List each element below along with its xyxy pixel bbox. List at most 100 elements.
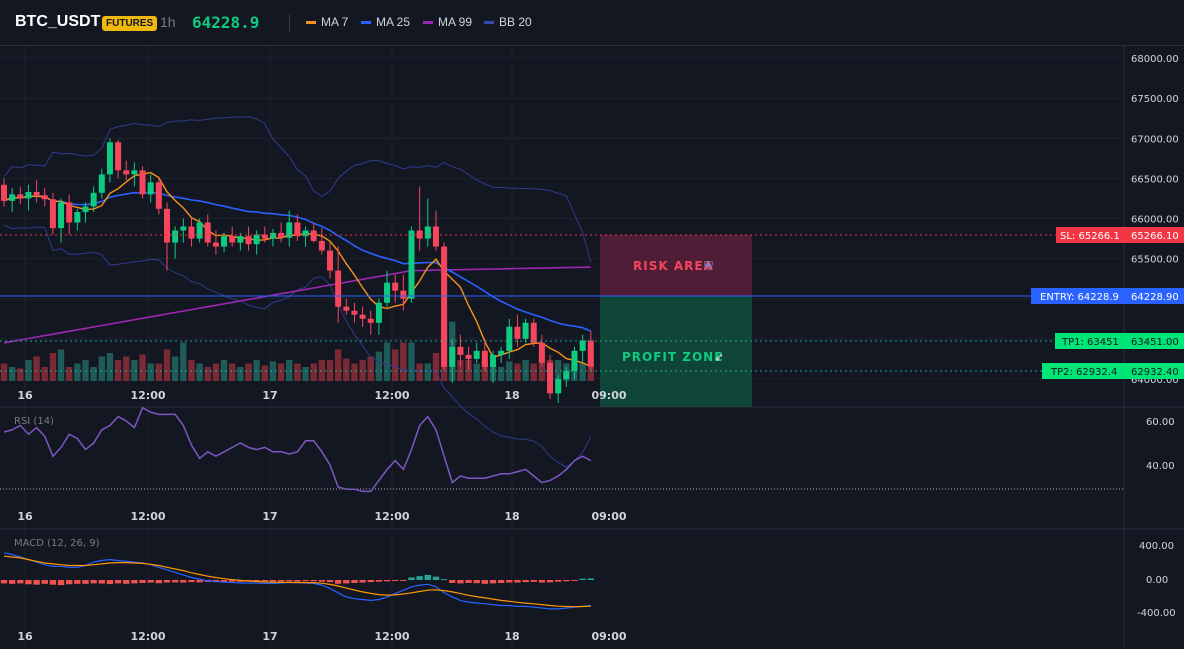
macd-hist-bar xyxy=(277,580,285,582)
ma99-swatch-icon xyxy=(423,21,433,25)
candle-body xyxy=(253,234,260,245)
candle-body xyxy=(302,230,309,237)
candle-body xyxy=(587,340,594,367)
volume-bar xyxy=(392,349,399,381)
time-axis-2-tick-0: 16 xyxy=(17,510,33,523)
macd-hist-bar xyxy=(8,580,16,584)
rsi-title[interactable]: RSI (14) xyxy=(14,416,54,427)
candle-body xyxy=(98,174,105,193)
legend-ma7[interactable]: MA 7 xyxy=(306,15,348,29)
candle xyxy=(17,187,24,205)
price-tick-3: 66500.00 xyxy=(1131,174,1179,185)
candle-body xyxy=(530,322,537,343)
macd-hist-bar xyxy=(131,580,138,584)
candle xyxy=(1,178,7,207)
grid-lines xyxy=(0,46,1124,649)
candle-body xyxy=(106,142,113,175)
candle-body xyxy=(351,310,358,315)
macd-hist-bar xyxy=(555,580,562,582)
candle xyxy=(457,334,464,367)
candle-body xyxy=(204,222,211,243)
macd-hist-bar xyxy=(155,580,163,584)
macd-hist-bar xyxy=(114,580,122,584)
macd-hist-bar xyxy=(497,580,505,583)
macd-hist-bar xyxy=(318,580,326,582)
candle-body xyxy=(571,350,578,371)
macd-hist-bar xyxy=(334,580,342,584)
macd-hist-bar xyxy=(74,580,81,584)
candle-body xyxy=(522,322,529,339)
rsi-axis-60: 60.00 xyxy=(1146,417,1175,428)
symbol-title[interactable]: BTC_USDT xyxy=(15,13,101,30)
candle xyxy=(286,210,293,247)
tp1-axis-text: 63451.00 xyxy=(1131,337,1179,348)
candle-body xyxy=(563,370,570,379)
candle-body xyxy=(58,202,65,229)
macd-hist-bar xyxy=(359,580,366,583)
candle-body xyxy=(327,250,333,271)
time-axis-3-tick-3: 12:00 xyxy=(374,630,409,643)
time-axis-1-tick-0: 16 xyxy=(17,389,33,402)
candle xyxy=(269,228,276,247)
candle xyxy=(139,166,146,199)
macd-hist-bar xyxy=(106,580,114,585)
candle xyxy=(563,366,570,387)
candle-body xyxy=(465,354,472,359)
candle xyxy=(587,330,594,371)
tp2-axis-label xyxy=(1124,363,1184,379)
candle xyxy=(571,346,578,379)
candle xyxy=(221,232,228,253)
candle-body xyxy=(286,222,293,238)
macd-hist-bar xyxy=(41,580,48,584)
macd-hist-bar xyxy=(33,580,40,585)
bb-upper-line xyxy=(3,116,592,263)
time-axis-2-tick-5: 09:00 xyxy=(591,510,626,523)
candle xyxy=(530,318,537,347)
macd-hist-bar xyxy=(180,580,187,583)
legend-bb20[interactable]: BB 20 xyxy=(484,15,532,29)
risk-area-label: RISK AREA xyxy=(633,259,714,273)
macd-hist-bar xyxy=(514,580,521,583)
candle xyxy=(115,139,122,179)
candle xyxy=(98,168,105,199)
candle-body xyxy=(123,170,130,175)
candle-body xyxy=(506,326,513,351)
tp1-axis-label xyxy=(1124,333,1184,349)
candle xyxy=(302,226,309,247)
candle xyxy=(82,202,89,223)
candle-body xyxy=(196,222,203,239)
candle-body xyxy=(17,194,24,199)
timeframe-selector[interactable]: 1h xyxy=(160,14,176,30)
volume-bar xyxy=(375,351,383,381)
candle xyxy=(506,318,513,359)
macd-hist-bar xyxy=(261,580,268,582)
futures-badge: FUTURES xyxy=(102,16,158,31)
macd-hist-bar xyxy=(579,578,586,580)
entry-tag-text: ENTRY: 64228.9 xyxy=(1040,292,1119,303)
shield-icon: ⛨ xyxy=(704,259,713,273)
volume-bar xyxy=(497,367,505,381)
macd-hist-bar xyxy=(123,580,130,584)
candle-body xyxy=(432,226,439,247)
macd-hist-bar xyxy=(17,580,24,584)
macd-title[interactable]: MACD (12, 26, 9) xyxy=(14,538,100,549)
macd-hist-bar xyxy=(147,580,154,583)
chart-header: BTC_USDT FUTURES 1h 64228.9 MA 7 MA 25 M… xyxy=(0,0,1184,46)
macd-hist-bar xyxy=(49,580,57,585)
volume-bar xyxy=(106,353,114,381)
macd-chart xyxy=(0,552,594,610)
candle xyxy=(514,314,521,347)
candle xyxy=(375,298,382,335)
candle-body xyxy=(384,282,391,303)
time-axis-2-tick-3: 12:00 xyxy=(374,510,409,523)
legend-ma25[interactable]: MA 25 xyxy=(361,15,410,29)
candlesticks[interactable] xyxy=(1,138,594,403)
legend-ma99[interactable]: MA 99 xyxy=(423,15,472,29)
candle xyxy=(74,208,81,231)
macd-hist-bar xyxy=(302,580,309,582)
macd-axis-0: 0.00 xyxy=(1146,575,1168,586)
volume-bar xyxy=(155,363,163,381)
candle xyxy=(237,232,244,251)
candle xyxy=(90,186,97,213)
